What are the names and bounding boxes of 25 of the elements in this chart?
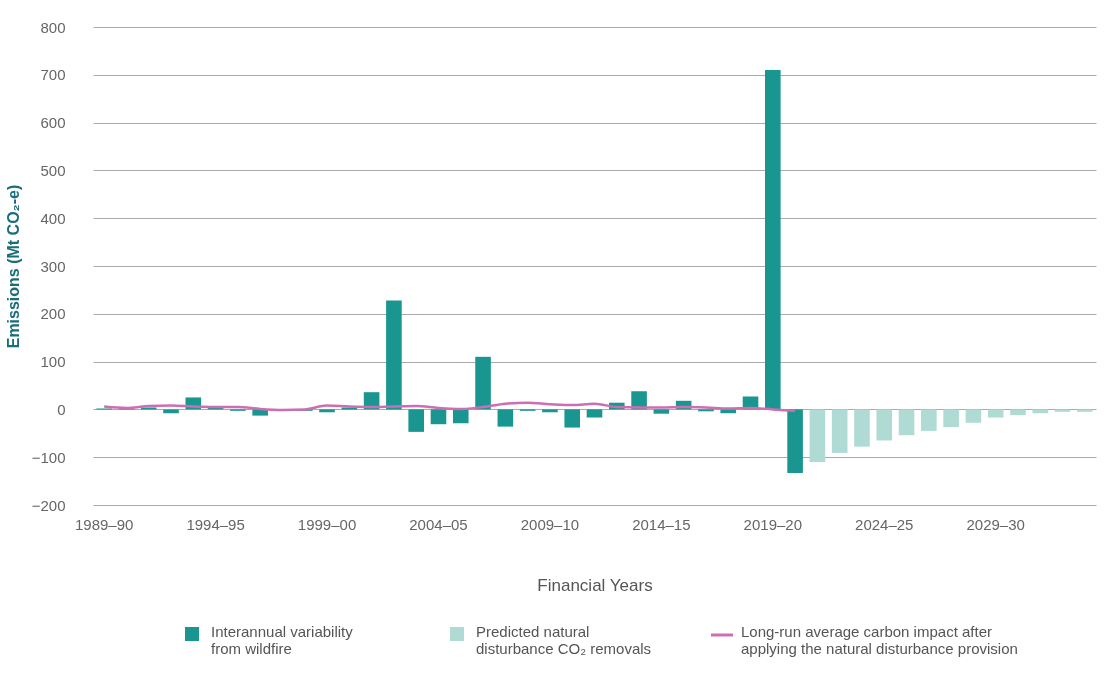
x-tick-label: 1999–00 [297, 515, 357, 533]
legend-label: Interannual variability from wildfire [211, 623, 354, 657]
y-axis-title: Emissions (Mt CO₂-e) [4, 184, 22, 349]
y-tick-label: 200 [40, 305, 66, 323]
y-tick-label: 0 [57, 400, 66, 418]
y-tick-label: −100 [31, 448, 66, 466]
y-tick-label: −200 [31, 496, 66, 514]
y-tick-label: 100 [40, 353, 66, 371]
x-tick-label: 2004–05 [409, 515, 468, 533]
y-tick-label: 800 [40, 18, 66, 36]
y-tick-label: 700 [40, 66, 66, 84]
x-tick-label: 2029–30 [966, 515, 1025, 533]
legend-label: Long-run average carbon impact after applying the natural disturbance provision [741, 623, 1018, 657]
y-tick-label: 300 [40, 257, 66, 275]
y-tick-label: 500 [40, 161, 66, 179]
x-axis-title: Financial Years [537, 575, 653, 595]
x-tick-label: 2019–20 [743, 515, 803, 533]
x-tick-label: 2009–10 [520, 515, 580, 533]
y-tick-label: 600 [40, 114, 66, 132]
x-tick-label: 2024–25 [855, 515, 914, 533]
x-tick-label: 1994–95 [186, 515, 245, 533]
y-tick-label: 400 [40, 209, 66, 227]
x-tick-label: 2014–15 [632, 515, 691, 533]
legend-label: Predicted natural disturbance CO₂ removals [476, 623, 652, 657]
x-tick-label: 1989–90 [74, 515, 134, 533]
